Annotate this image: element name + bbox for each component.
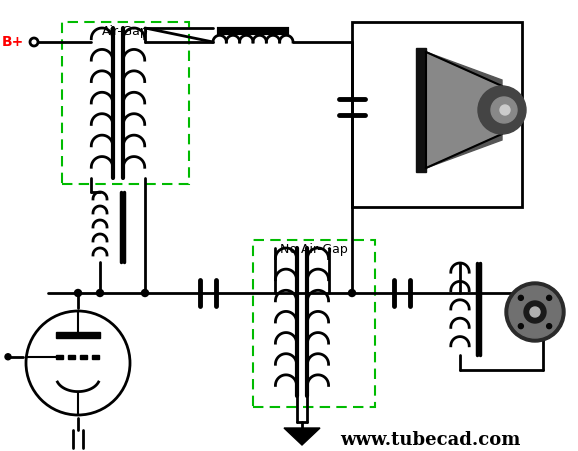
Text: B+: B+ bbox=[2, 35, 24, 49]
Polygon shape bbox=[426, 134, 502, 168]
Circle shape bbox=[547, 295, 551, 300]
Circle shape bbox=[349, 290, 355, 296]
Polygon shape bbox=[92, 355, 99, 359]
Polygon shape bbox=[284, 428, 320, 445]
Circle shape bbox=[478, 86, 526, 134]
Text: www.tubecad.com: www.tubecad.com bbox=[340, 431, 520, 449]
Polygon shape bbox=[426, 52, 502, 168]
Polygon shape bbox=[68, 355, 75, 359]
Circle shape bbox=[142, 290, 149, 296]
Circle shape bbox=[97, 290, 103, 296]
Circle shape bbox=[509, 286, 561, 338]
Circle shape bbox=[518, 295, 523, 300]
Polygon shape bbox=[56, 332, 100, 338]
Circle shape bbox=[491, 97, 517, 123]
Circle shape bbox=[75, 290, 81, 296]
Polygon shape bbox=[56, 355, 64, 359]
Polygon shape bbox=[426, 52, 502, 86]
Circle shape bbox=[500, 105, 510, 115]
Circle shape bbox=[530, 307, 540, 317]
Bar bbox=[62, 22, 189, 184]
Bar bbox=[352, 22, 522, 207]
Polygon shape bbox=[416, 48, 426, 172]
Circle shape bbox=[547, 324, 551, 329]
Text: Air-Gap: Air-Gap bbox=[102, 26, 149, 38]
Circle shape bbox=[518, 324, 523, 329]
Polygon shape bbox=[80, 355, 87, 359]
Circle shape bbox=[505, 282, 565, 342]
Text: No Air-Gap: No Air-Gap bbox=[280, 244, 348, 257]
Circle shape bbox=[524, 301, 546, 323]
Bar bbox=[253, 240, 375, 407]
Circle shape bbox=[5, 354, 11, 360]
